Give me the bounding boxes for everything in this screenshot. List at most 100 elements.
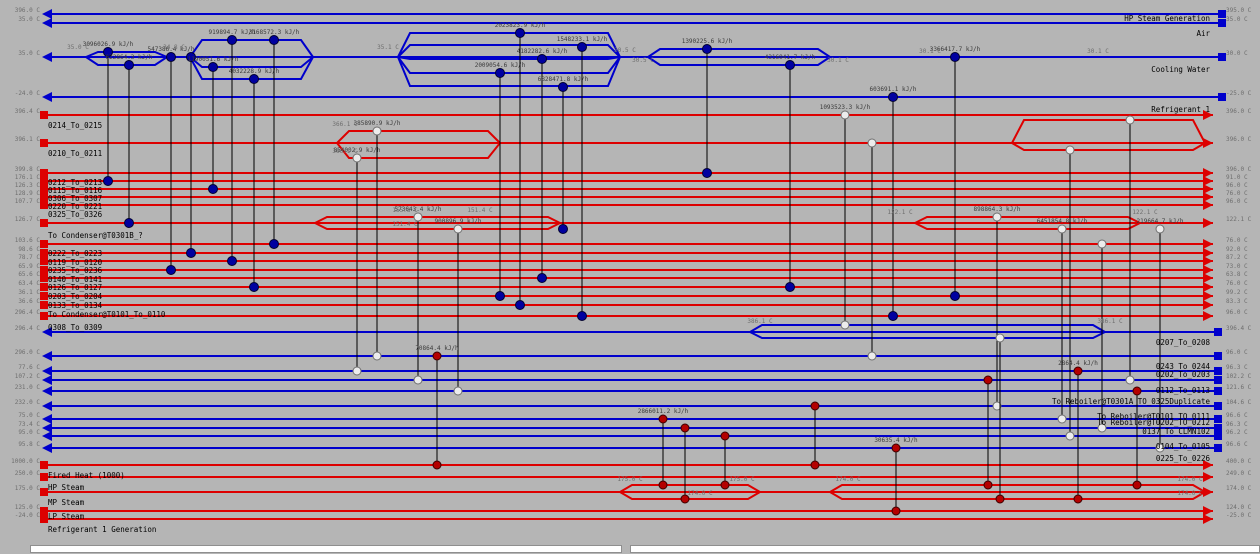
exchanger-cooler-node[interactable]: [227, 256, 237, 266]
exchanger-heater-node[interactable]: [680, 423, 690, 433]
horizontal-scrollbar-right-pane[interactable]: [630, 545, 1260, 553]
exchanger-cooler-node[interactable]: [166, 265, 176, 275]
exchanger-cooler-node[interactable]: [577, 42, 587, 52]
exchanger-cooler-node[interactable]: [515, 28, 525, 38]
exchanger-cooler-node[interactable]: [537, 54, 547, 64]
exchanger-process-node[interactable]: [1065, 431, 1075, 441]
exchanger-process-node[interactable]: [1125, 375, 1135, 385]
exchanger-cooler-node[interactable]: [166, 52, 176, 62]
exchanger-cooler-node[interactable]: [269, 239, 279, 249]
stream-label-s0225: 0225_To_0226: [1156, 454, 1211, 463]
exchanger-process-node[interactable]: [413, 375, 423, 385]
exchanger-cooler-node[interactable]: [124, 218, 134, 228]
exchanger-cooler-node[interactable]: [785, 60, 795, 70]
exchanger-process-node[interactable]: [1155, 443, 1165, 453]
stream-label-reb-t0101: To Reboiler@T0101_TO_0111: [1097, 412, 1210, 421]
exchanger-heater-node[interactable]: [810, 460, 820, 470]
exchanger-process-node[interactable]: [867, 138, 877, 148]
stream-source-marker-refrigerant-1-generation: [40, 515, 48, 523]
exchanger-process-node[interactable]: [1057, 224, 1067, 234]
exchanger-heater-node[interactable]: [983, 375, 993, 385]
exchanger-cooler-node[interactable]: [495, 291, 505, 301]
exchanger-heater-node[interactable]: [432, 351, 442, 361]
exchanger-process-node[interactable]: [995, 333, 1005, 343]
exchanger-process-node[interactable]: [1125, 115, 1135, 125]
stream-right-temp-s0104: 96.2 C: [1226, 429, 1248, 436]
stream-target-marker-s0207: [1214, 328, 1222, 336]
exchanger-cooler-node[interactable]: [124, 60, 134, 70]
exchanger-cooler-node[interactable]: [269, 35, 279, 45]
exchanger-cooler-node[interactable]: [186, 248, 196, 258]
exchanger-cooler-node[interactable]: [227, 35, 237, 45]
stream-target-marker-air: [1218, 19, 1226, 27]
stream-label-s0243: 0243_To_0244: [1156, 362, 1211, 371]
horizontal-scrollbar-left-pane[interactable]: [30, 545, 622, 553]
exchanger-process-node[interactable]: [1097, 423, 1107, 433]
exchanger-heater-node[interactable]: [680, 494, 690, 504]
exchanger-duty-label: 1548233.1 kJ/h: [557, 36, 608, 43]
exchanger-cooler-node[interactable]: [702, 168, 712, 178]
exchanger-process-node[interactable]: [372, 351, 382, 361]
stream-left-temp-refrigerant-1-generation: -24.0 C: [15, 512, 41, 519]
exchanger-cooler-node[interactable]: [558, 224, 568, 234]
stream-source-marker-fired-heat: [40, 461, 48, 469]
exchanger-heater-node[interactable]: [658, 480, 668, 490]
exchanger-cooler-node[interactable]: [537, 273, 547, 283]
exchanger-heater-node[interactable]: [983, 480, 993, 490]
exchanger-process-node[interactable]: [1097, 239, 1107, 249]
exchanger-heater-node[interactable]: [720, 431, 730, 441]
exchanger-cooler-node[interactable]: [249, 282, 259, 292]
exchanger-duty-label: 898864.3 kJ/h: [974, 206, 1021, 213]
stream-left-temp-reb-t0202: 75.0 C: [18, 412, 40, 419]
exchanger-process-node[interactable]: [840, 320, 850, 330]
exchanger-process-node[interactable]: [372, 126, 382, 136]
exchanger-heater-node[interactable]: [891, 443, 901, 453]
exchanger-process-node[interactable]: [453, 386, 463, 396]
exchanger-cooler-node[interactable]: [785, 282, 795, 292]
stream-label-cond-t0301b: To Condenser@T0301B_?: [48, 231, 143, 240]
exchanger-process-node[interactable]: [992, 401, 1002, 411]
stream-right-temp-s0308: 96.0 C: [1226, 309, 1248, 316]
exchanger-heater-node[interactable]: [810, 401, 820, 411]
exchanger-cooler-node[interactable]: [103, 47, 113, 57]
stream-label-reb-t0301a: To Reboiler@T0301A_TO_0325Duplicate: [1052, 397, 1211, 406]
stream-label-s0137: 0137_To_CLMN102: [1142, 427, 1210, 436]
exchanger-process-node[interactable]: [867, 351, 877, 361]
exchanger-heater-node[interactable]: [1073, 366, 1083, 376]
exchanger-heater-node[interactable]: [1073, 494, 1083, 504]
exchanger-cooler-node[interactable]: [950, 52, 960, 62]
exchanger-cooler-node[interactable]: [208, 184, 218, 194]
exchanger-heater-node[interactable]: [1132, 386, 1142, 396]
stream-left-temp-fired-heat: 1000.0 C: [11, 458, 40, 465]
exchanger-cooler-node[interactable]: [515, 300, 525, 310]
exchanger-process-node[interactable]: [840, 110, 850, 120]
exchanger-process-node[interactable]: [992, 212, 1002, 222]
exchanger-cooler-node[interactable]: [186, 52, 196, 62]
exchanger-heater-node[interactable]: [720, 480, 730, 490]
exchanger-cooler-node[interactable]: [577, 311, 587, 321]
exchanger-heater-node[interactable]: [995, 494, 1005, 504]
exchanger-cooler-node[interactable]: [103, 176, 113, 186]
exchanger-process-node[interactable]: [1155, 224, 1165, 234]
exchanger-heater-node[interactable]: [1132, 480, 1142, 490]
stream-arrow-s0140: [1203, 265, 1213, 275]
exchanger-process-node[interactable]: [453, 224, 463, 234]
exchanger-duty-label: 70864.4 kJ/h: [415, 345, 459, 352]
exchanger-cooler-node[interactable]: [888, 92, 898, 102]
exchanger-cooler-node[interactable]: [888, 311, 898, 321]
exchanger-cooler-node[interactable]: [702, 44, 712, 54]
exchanger-cooler-node[interactable]: [495, 68, 505, 78]
exchanger-process-node[interactable]: [1057, 414, 1067, 424]
exchanger-process-node[interactable]: [352, 366, 362, 376]
exchanger-process-node[interactable]: [1065, 145, 1075, 155]
exchanger-process-node[interactable]: [413, 212, 423, 222]
exchanger-process-node[interactable]: [352, 153, 362, 163]
exchanger-heater-node[interactable]: [891, 506, 901, 516]
exchanger-cooler-node[interactable]: [558, 82, 568, 92]
exchanger-cooler-node[interactable]: [208, 62, 218, 72]
exchanger-cooler-node[interactable]: [249, 74, 259, 84]
exchanger-heater-node[interactable]: [432, 460, 442, 470]
exchanger-heater-node[interactable]: [658, 414, 668, 424]
exchanger-cooler-node[interactable]: [950, 291, 960, 301]
